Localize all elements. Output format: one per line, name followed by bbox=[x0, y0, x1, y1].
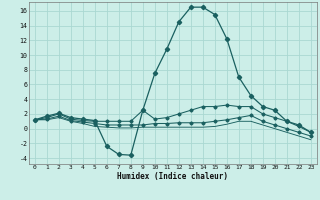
X-axis label: Humidex (Indice chaleur): Humidex (Indice chaleur) bbox=[117, 172, 228, 181]
